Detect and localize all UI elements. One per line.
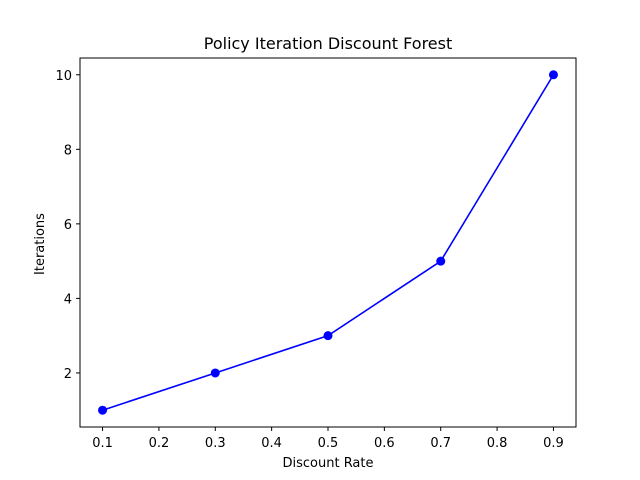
x-axis-label: Discount Rate [282, 456, 373, 471]
plot-frame [79, 57, 577, 428]
x-tick-label: 0.9 [543, 436, 564, 451]
data-point [436, 256, 446, 266]
x-tick-label: 0.7 [430, 436, 451, 451]
x-tick-label: 0.3 [205, 436, 226, 451]
data-point [323, 331, 333, 341]
x-tick-label: 0.6 [374, 436, 395, 451]
x-axis-ticks: 0.1 0.2 0.3 0.4 0.5 0.6 0.7 0.8 0.9 [92, 427, 564, 451]
x-tick-label: 0.1 [92, 436, 113, 451]
data-point [210, 368, 220, 378]
y-tick-label: 6 [64, 218, 72, 233]
y-axis-ticks: 2 4 6 8 10 [55, 69, 80, 382]
series-group [98, 70, 558, 415]
y-axis-label: Iterations [33, 213, 48, 275]
y-tick-label: 4 [64, 292, 72, 307]
series-line [102, 74, 555, 411]
axes [79, 57, 577, 428]
x-tick-label: 0.5 [318, 436, 339, 451]
chart-title: Policy Iteration Discount Forest [204, 34, 453, 53]
x-tick-label: 0.2 [149, 436, 170, 451]
y-tick-label: 10 [55, 69, 72, 84]
data-point [98, 405, 108, 415]
data-point [548, 70, 558, 80]
x-tick-label: 0.4 [261, 436, 282, 451]
y-tick-label: 2 [64, 367, 72, 382]
y-tick-label: 8 [64, 143, 72, 158]
x-tick-label: 0.8 [487, 436, 508, 451]
